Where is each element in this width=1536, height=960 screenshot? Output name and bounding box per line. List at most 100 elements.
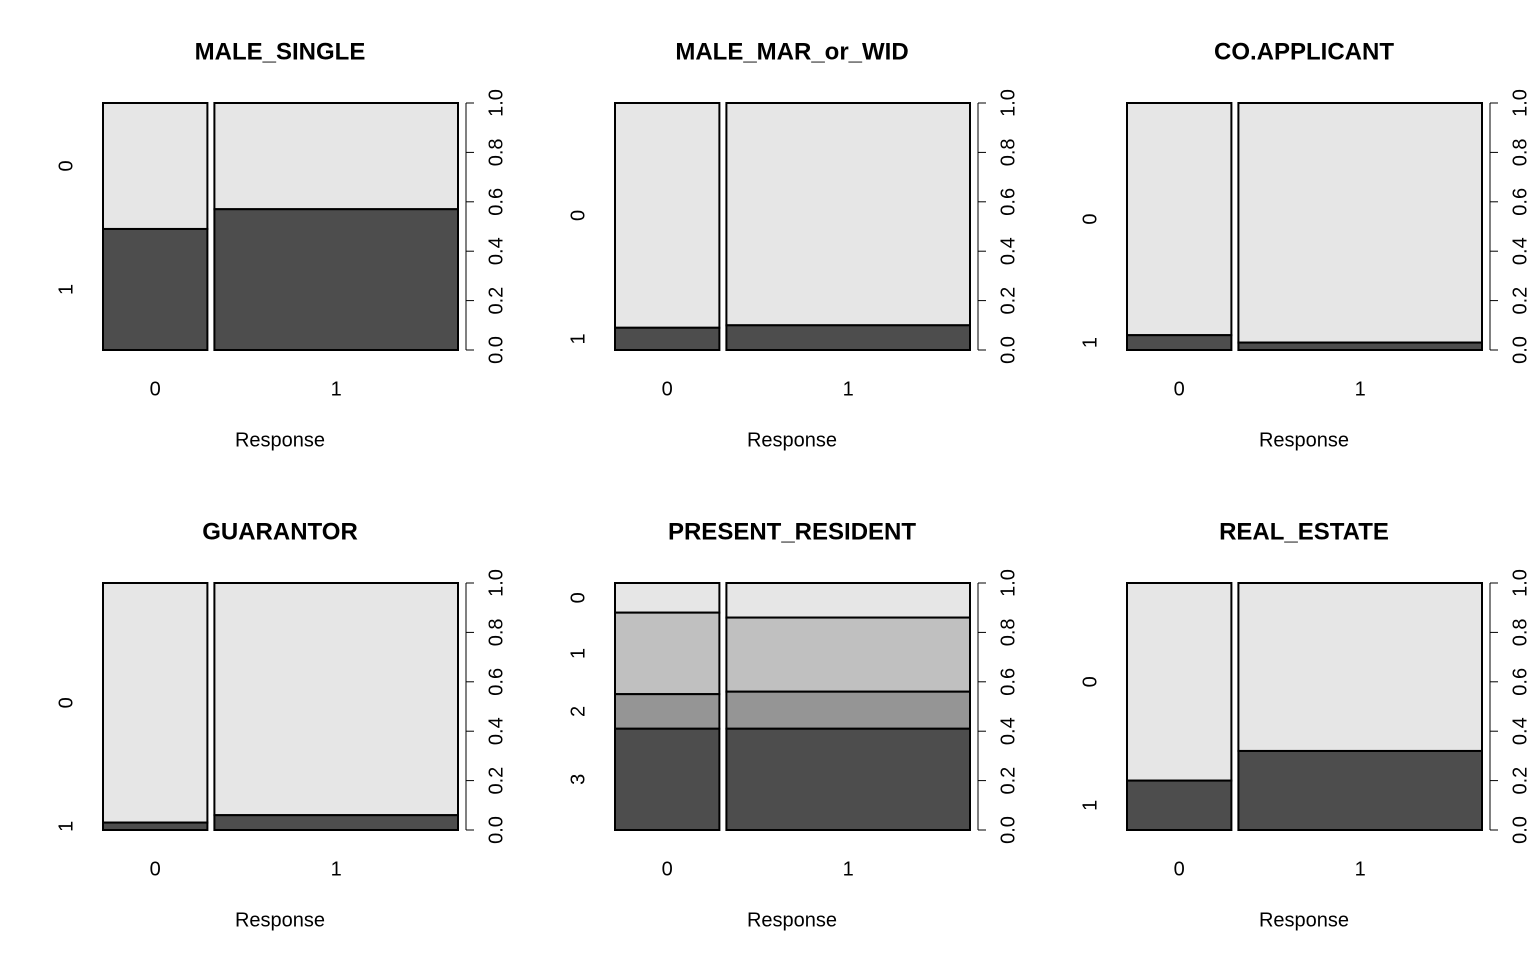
- legend-label: 0: [1079, 214, 1101, 225]
- x-tick-label: 0: [150, 378, 161, 400]
- y-tick-label: 0.4: [485, 237, 507, 265]
- legend-label: 1: [55, 284, 77, 295]
- panel: PRESENT_RESIDENT Response 0 1 2 3 0 1 0.0 0.2 0.4 0…: [567, 518, 1019, 931]
- legend-label: 1: [567, 648, 589, 659]
- bar-segment: [725, 102, 972, 327]
- y-tick-label: 0.8: [1509, 138, 1531, 166]
- legend-label: 1: [1079, 337, 1101, 348]
- y-tick-label: 1.0: [997, 89, 1019, 117]
- y-tick-label: 0.6: [997, 188, 1019, 216]
- panel: MALE_MAR_or_WID Response 0 1 0 1 0.0 0.2 0.4 0.6 0…: [567, 38, 1019, 451]
- y-tick-label: 0.2: [485, 767, 507, 795]
- bar-segment: [1126, 779, 1233, 831]
- y-tick-label: 0.8: [1509, 618, 1531, 646]
- legend-label: 2: [567, 706, 589, 717]
- x-tick-label: 0: [1174, 378, 1185, 400]
- bar-segment: [102, 227, 209, 351]
- x-axis-label: Response: [747, 429, 837, 451]
- bar-segment: [213, 814, 459, 831]
- x-axis-label: Response: [235, 429, 325, 451]
- y-tick-label: 0.4: [997, 237, 1019, 265]
- x-tick-label: 1: [843, 858, 854, 880]
- y-tick-label: 0.2: [997, 767, 1019, 795]
- x-tick-label: 1: [843, 378, 854, 400]
- y-tick-label: 1.0: [1509, 569, 1531, 597]
- y-tick-label: 0.8: [997, 138, 1019, 166]
- y-tick-label: 1.0: [1509, 89, 1531, 117]
- x-tick-label: 1: [331, 858, 342, 880]
- y-tick-label: 0.6: [485, 668, 507, 696]
- bar-segment: [1126, 102, 1233, 337]
- bar-segment: [1237, 749, 1484, 832]
- chart-title: PRESENT_RESIDENT: [668, 518, 916, 545]
- bar-segment: [725, 690, 972, 730]
- y-tick-label: 0.4: [485, 717, 507, 745]
- legend-label: 0: [55, 697, 77, 708]
- bar-segment: [614, 693, 721, 730]
- y-tick-label: 0.0: [1509, 336, 1531, 364]
- legend-label: 0: [55, 160, 77, 171]
- y-tick-label: 0.8: [485, 618, 507, 646]
- panel: GUARANTOR Response 0 1 0 1 0.0 0.2 0.4 0.6 0.8 1.0: [55, 518, 507, 931]
- y-tick-label: 1.0: [485, 89, 507, 117]
- bar-segment: [725, 582, 972, 619]
- y-tick-label: 0.0: [485, 336, 507, 364]
- x-tick-label: 1: [1355, 378, 1366, 400]
- panel: CO.APPLICANT Response 0 1 0 1 0.0 0.2 0.4 0.6 0.8 1…: [1079, 38, 1531, 451]
- chart-title: GUARANTOR: [202, 518, 358, 545]
- bar-segment: [614, 326, 721, 351]
- y-tick-label: 0.4: [997, 717, 1019, 745]
- x-axis-label: Response: [747, 909, 837, 931]
- y-tick-label: 0.2: [1509, 287, 1531, 315]
- y-tick-label: 0.4: [1509, 717, 1531, 745]
- y-tick-label: 1.0: [485, 569, 507, 597]
- bar-segment: [1126, 582, 1233, 782]
- panel: REAL_ESTATE Response 0 1 0 1 0.0 0.2 0.4 0.6 0.8 1.…: [1079, 518, 1531, 931]
- y-tick-label: 0.6: [997, 668, 1019, 696]
- y-tick-label: 0.4: [1509, 237, 1531, 265]
- y-tick-label: 0.0: [997, 336, 1019, 364]
- legend-label: 1: [567, 333, 589, 344]
- legend-label: 0: [567, 210, 589, 221]
- y-tick-label: 0.2: [1509, 767, 1531, 795]
- y-tick-label: 0.6: [485, 188, 507, 216]
- x-tick-label: 0: [1174, 858, 1185, 880]
- bar-segment: [213, 208, 459, 351]
- bar-segment: [725, 324, 972, 351]
- y-tick-label: 0.0: [485, 816, 507, 844]
- x-tick-label: 1: [1355, 858, 1366, 880]
- bar-segment: [614, 727, 721, 831]
- bar-segment: [614, 582, 721, 614]
- y-tick-label: 0.6: [1509, 668, 1531, 696]
- bar-segment: [1237, 582, 1484, 752]
- bar-segment: [102, 821, 209, 832]
- bar-segment: [213, 582, 459, 817]
- x-axis-label: Response: [1259, 429, 1349, 451]
- y-tick-label: 0.0: [1509, 816, 1531, 844]
- chart-title: CO.APPLICANT: [1214, 38, 1394, 65]
- legend-label: 0: [567, 592, 589, 603]
- x-axis-label: Response: [1259, 909, 1349, 931]
- x-axis-label: Response: [235, 909, 325, 931]
- x-tick-label: 0: [150, 858, 161, 880]
- legend-label: 0: [1079, 676, 1101, 687]
- panel: MALE_SINGLE Response 0 1 0 1 0.0 0.2 0.4 0.6 0.8 1.…: [55, 38, 507, 451]
- y-tick-label: 0.0: [997, 816, 1019, 844]
- bar-segment: [725, 727, 972, 831]
- bar-segment: [725, 616, 972, 693]
- bar-segment: [102, 102, 209, 230]
- y-tick-label: 0.8: [997, 618, 1019, 646]
- bar-segment: [614, 611, 721, 696]
- y-tick-label: 0.8: [485, 138, 507, 166]
- y-tick-label: 0.6: [1509, 188, 1531, 216]
- x-tick-label: 0: [662, 858, 673, 880]
- chart-title: REAL_ESTATE: [1219, 518, 1389, 545]
- y-tick-label: 0.2: [485, 287, 507, 315]
- y-tick-label: 0.2: [997, 287, 1019, 315]
- x-tick-label: 1: [331, 378, 342, 400]
- legend-label: 1: [55, 821, 77, 832]
- bar-segment: [102, 582, 209, 824]
- bar-segment: [213, 102, 459, 211]
